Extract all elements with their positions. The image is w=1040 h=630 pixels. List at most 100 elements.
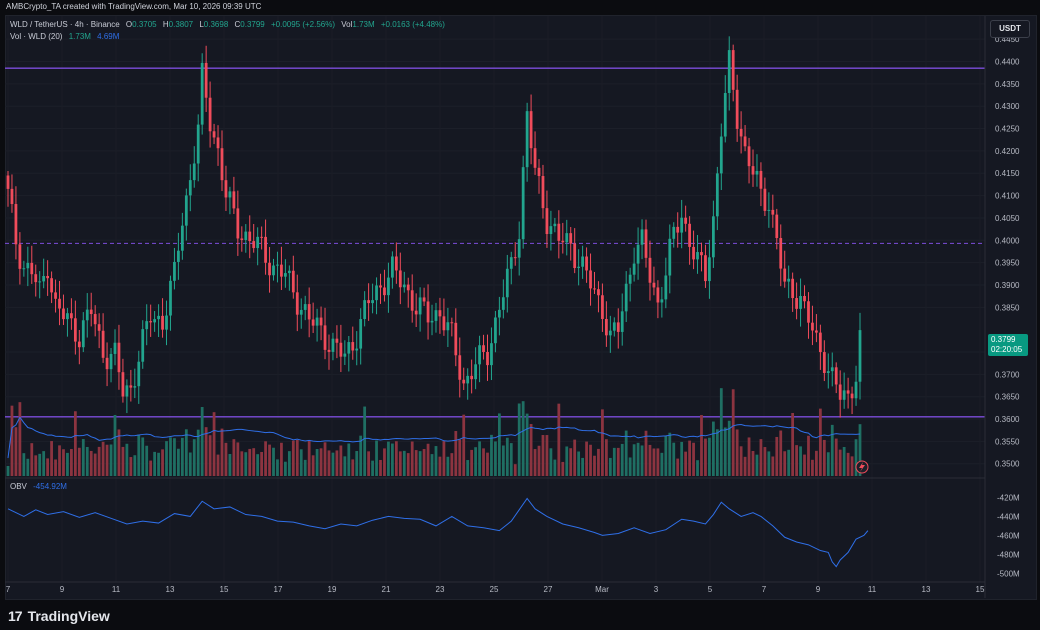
volume-bar [818, 408, 822, 476]
volume-bar [184, 429, 188, 476]
vol-value: 1.73M [352, 20, 375, 29]
candle [196, 114, 200, 182]
volume-bar [608, 457, 612, 476]
volume-bar [731, 389, 735, 476]
volume-bar [624, 430, 628, 476]
candle [169, 275, 172, 331]
volume-bar [117, 429, 121, 476]
volume-bar [18, 402, 22, 476]
volume-bar [834, 438, 838, 476]
candle [711, 200, 715, 268]
candle [458, 337, 462, 398]
volume-bar [42, 451, 46, 476]
candle [620, 293, 624, 346]
volume-bar [787, 449, 791, 476]
candle [597, 281, 600, 313]
volume-bar [767, 451, 771, 476]
time-tick-label: 11 [868, 585, 877, 594]
candle [331, 332, 335, 361]
candle [383, 269, 386, 302]
volume-bar [533, 449, 537, 476]
volume-bar [58, 445, 61, 476]
candle [327, 334, 331, 370]
ohlc-legend[interactable]: WLD / TetherUS · 4h · Binance O0.3705 H0… [10, 20, 445, 29]
candle [743, 125, 747, 152]
volume-bar [656, 448, 660, 476]
volume-bar [612, 447, 616, 476]
volume-bar [196, 429, 200, 476]
volume-bar [177, 448, 180, 476]
candle [783, 250, 787, 288]
candle [830, 352, 834, 387]
candle [454, 308, 458, 367]
volume-bar [826, 452, 830, 476]
candle [593, 271, 596, 295]
candle [402, 271, 406, 293]
candle [727, 36, 731, 111]
candle [97, 313, 101, 349]
price-tick-label: 0.4350 [995, 80, 1020, 89]
volume-bar [723, 427, 727, 476]
candle [652, 266, 656, 296]
candle [688, 216, 691, 265]
volume-bar [200, 407, 204, 476]
candle [692, 230, 695, 270]
candle [188, 164, 192, 212]
volume-bar [822, 439, 826, 476]
candle [38, 271, 42, 299]
candle [616, 308, 620, 349]
volume-bar [6, 466, 10, 476]
volume-bar [854, 439, 858, 476]
volume-bar [497, 413, 501, 476]
candle [101, 313, 105, 363]
volume-bar [38, 453, 42, 476]
candle [486, 334, 489, 381]
candle [644, 219, 648, 268]
candle [846, 377, 850, 409]
volume-bar [327, 450, 331, 476]
tradingview-logo[interactable]: 17 TradingView [8, 608, 110, 624]
volume-bar [763, 447, 767, 476]
candle [787, 265, 791, 299]
candle [482, 334, 485, 360]
candle [585, 247, 588, 283]
candle [85, 293, 89, 338]
candle [704, 244, 707, 288]
volume-bar [557, 403, 561, 476]
volume-bar [462, 414, 466, 476]
candle [553, 217, 557, 233]
candle [811, 305, 814, 346]
price-tick-label: 0.4050 [995, 214, 1020, 223]
candle [803, 285, 806, 309]
candle [256, 227, 260, 266]
candles [6, 36, 862, 418]
time-tick-label: 15 [976, 585, 985, 594]
price-tick-label: 0.4450 [995, 35, 1020, 44]
volume-bar [438, 456, 442, 476]
time-tick-label: 3 [654, 585, 659, 594]
candle [394, 242, 398, 284]
candle [731, 44, 735, 102]
volume-bar [830, 424, 834, 476]
candle [200, 53, 204, 135]
candle [276, 251, 279, 283]
obv-legend[interactable]: OBV -454.92M [10, 482, 67, 491]
volume-bar [188, 452, 192, 476]
time-tick-label: 25 [490, 585, 499, 594]
candle [668, 224, 672, 294]
volume-bar [779, 430, 783, 476]
volume-legend[interactable]: Vol · WLD (20) 1.73M 4.69M [10, 32, 120, 41]
obv-tick-label: -440M [997, 512, 1020, 521]
price-tick-label: 0.4000 [995, 236, 1020, 245]
volume-bar [291, 440, 295, 476]
candle [18, 232, 22, 285]
lightning-icon[interactable] [855, 460, 869, 474]
volume-bar [850, 456, 854, 476]
volume-bar [343, 456, 347, 476]
currency-button[interactable]: USDT [990, 20, 1030, 38]
volume-bar [747, 437, 751, 476]
candle [367, 283, 371, 321]
volume-bar [446, 456, 450, 476]
